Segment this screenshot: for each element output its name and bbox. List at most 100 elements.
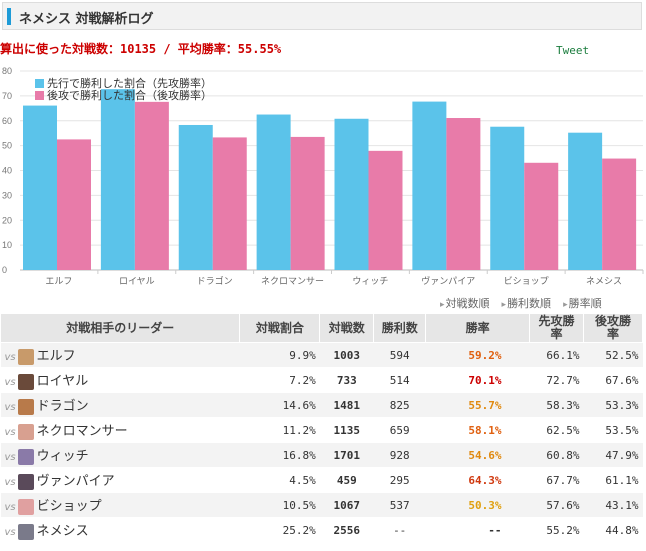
legend-swatch bbox=[35, 79, 44, 88]
leader-avatar-icon bbox=[17, 448, 34, 465]
wins-cell: 928 bbox=[373, 442, 426, 468]
first-rate-cell: 55.2% bbox=[529, 517, 584, 543]
sort-by-games-link[interactable]: 対戦数順 bbox=[440, 295, 490, 311]
vs-label: vs bbox=[4, 352, 16, 364]
vs-label: vs bbox=[4, 502, 16, 514]
table-row: vs ヴァンパイア 4.5% 459 295 64.3% 67.7% 61.1% bbox=[0, 467, 643, 493]
table-header-row: 対戦相手のリーダー 対戦割合 対戦数 勝利数 勝率 先攻勝率 後攻勝率 bbox=[0, 313, 643, 343]
bar-second bbox=[134, 101, 169, 270]
wins-cell: 295 bbox=[373, 467, 426, 493]
rate-cell: 55.7% bbox=[425, 392, 530, 418]
leader-cell[interactable]: vs ウィッチ bbox=[0, 442, 240, 468]
leader-cell[interactable]: vs ヴァンパイア bbox=[0, 467, 240, 493]
leader-avatar-icon bbox=[17, 348, 34, 365]
table-row: vs ネメシス 25.2% 2556 -- -- 55.2% 44.8% bbox=[0, 517, 643, 543]
leader-cell[interactable]: vs ネクロマンサー bbox=[0, 417, 240, 443]
sort-by-wins-link[interactable]: 勝利数順 bbox=[502, 295, 551, 311]
y-tick-label: 30 bbox=[2, 190, 12, 200]
leader-cell[interactable]: vs ロイヤル bbox=[0, 367, 240, 393]
first-rate-cell: 58.3% bbox=[529, 392, 584, 418]
y-tick-label: 80 bbox=[2, 66, 12, 76]
games-cell: 1701 bbox=[319, 442, 374, 468]
leader-name: ドラゴン bbox=[36, 399, 89, 415]
leader-cell[interactable]: vs ビショップ bbox=[0, 492, 240, 518]
table-row: vs ウィッチ 16.8% 1701 928 54.6% 60.8% 47.9% bbox=[0, 442, 643, 468]
x-tick-label: ヴァンパイア bbox=[421, 275, 475, 286]
col-header-games[interactable]: 対戦数 bbox=[319, 313, 375, 343]
games-cell: 1003 bbox=[319, 342, 374, 368]
summary-text: 算出に使った対戦数：10135 / 平均勝率：55.55% bbox=[0, 42, 282, 56]
y-tick-label: 20 bbox=[2, 215, 12, 225]
table-row: vs ドラゴン 14.6% 1481 825 55.7% 58.3% 53.3% bbox=[0, 392, 643, 418]
wins-cell: 825 bbox=[373, 392, 426, 418]
col-header-wins[interactable]: 勝利数 bbox=[373, 313, 427, 343]
x-tick-label: ロイヤル bbox=[119, 276, 155, 286]
bar-first bbox=[334, 118, 369, 270]
bar-second bbox=[212, 137, 247, 270]
x-tick-label: ウィッチ bbox=[352, 276, 388, 286]
table-row: vs エルフ 9.9% 1003 594 59.2% 66.1% 52.5% bbox=[0, 342, 643, 368]
x-tick-label: エルフ bbox=[45, 276, 72, 286]
x-tick-label: ネクロマンサー bbox=[261, 276, 324, 286]
leader-cell[interactable]: vs ドラゴン bbox=[0, 392, 240, 418]
col-header-leader[interactable]: 対戦相手のリーダー bbox=[0, 313, 241, 343]
leader-avatar-icon bbox=[17, 523, 34, 540]
col-header-second-rate-label: 後攻勝率 bbox=[594, 314, 631, 341]
bar-first bbox=[490, 126, 525, 270]
bar-second bbox=[368, 150, 403, 270]
first-rate-cell: 66.1% bbox=[529, 342, 584, 368]
first-rate-cell: 57.6% bbox=[529, 492, 584, 518]
header-accent-bar bbox=[7, 8, 11, 25]
share-cell: 25.2% bbox=[239, 517, 320, 543]
table-row: vs ネクロマンサー 11.2% 1135 659 58.1% 62.5% 53.5% bbox=[0, 417, 643, 443]
y-tick-label: 60 bbox=[2, 116, 12, 126]
col-header-rate[interactable]: 勝率 bbox=[425, 313, 531, 343]
wins-cell: 514 bbox=[373, 367, 426, 393]
leader-cell[interactable]: vs エルフ bbox=[0, 342, 240, 368]
vs-label: vs bbox=[4, 452, 16, 464]
games-cell: 1067 bbox=[319, 492, 374, 518]
vs-label: vs bbox=[4, 527, 16, 539]
leader-name: ロイヤル bbox=[36, 374, 89, 390]
leader-avatar-icon bbox=[17, 398, 34, 415]
col-header-second-rate[interactable]: 後攻勝率 bbox=[583, 313, 643, 343]
bar-first bbox=[256, 114, 291, 270]
leader-name: エルフ bbox=[36, 349, 76, 365]
games-cell: 2556 bbox=[319, 517, 374, 543]
share-cell: 4.5% bbox=[239, 467, 320, 493]
second-rate-cell: 53.5% bbox=[583, 417, 643, 443]
second-rate-cell: 52.5% bbox=[583, 342, 643, 368]
tweet-link[interactable]: Tweet bbox=[556, 44, 590, 57]
leader-name: ネクロマンサー bbox=[36, 424, 128, 440]
sort-links: 対戦数順 勝利数順 勝率順 bbox=[440, 295, 602, 311]
leader-name: ウィッチ bbox=[36, 449, 89, 465]
leader-name: ビショップ bbox=[36, 499, 102, 515]
vs-label: vs bbox=[4, 477, 16, 489]
first-rate-cell: 67.7% bbox=[529, 467, 584, 493]
col-header-first-rate-label: 先攻勝率 bbox=[538, 314, 575, 341]
bar-second bbox=[290, 136, 325, 270]
col-header-first-rate[interactable]: 先攻勝率 bbox=[529, 313, 584, 343]
rate-cell: -- bbox=[425, 517, 530, 543]
wins-cell: 659 bbox=[373, 417, 426, 443]
bar-first bbox=[100, 89, 135, 270]
share-cell: 14.6% bbox=[239, 392, 320, 418]
leader-cell[interactable]: vs ネメシス bbox=[0, 517, 240, 543]
sort-by-rate-link[interactable]: 勝率順 bbox=[563, 295, 602, 311]
legend-label: 後攻で勝利した割合（後攻勝率） bbox=[47, 88, 212, 102]
bar-second bbox=[602, 158, 637, 270]
second-rate-cell: 44.8% bbox=[583, 517, 643, 543]
x-tick-label: ドラゴン bbox=[197, 275, 233, 286]
wins-cell: -- bbox=[373, 517, 426, 543]
x-tick-label: ネメシス bbox=[586, 276, 622, 286]
games-cell: 1135 bbox=[319, 417, 374, 443]
bar-first bbox=[23, 105, 57, 270]
y-tick-label: 40 bbox=[2, 166, 12, 176]
matchup-table: 対戦相手のリーダー 対戦割合 対戦数 勝利数 勝率 先攻勝率 後攻勝率 vs エル… bbox=[0, 313, 643, 543]
col-header-share[interactable]: 対戦割合 bbox=[239, 313, 321, 343]
games-cell: 733 bbox=[319, 367, 374, 393]
share-cell: 7.2% bbox=[239, 367, 320, 393]
share-cell: 16.8% bbox=[239, 442, 320, 468]
bar-second bbox=[524, 162, 559, 270]
second-rate-cell: 53.3% bbox=[583, 392, 643, 418]
